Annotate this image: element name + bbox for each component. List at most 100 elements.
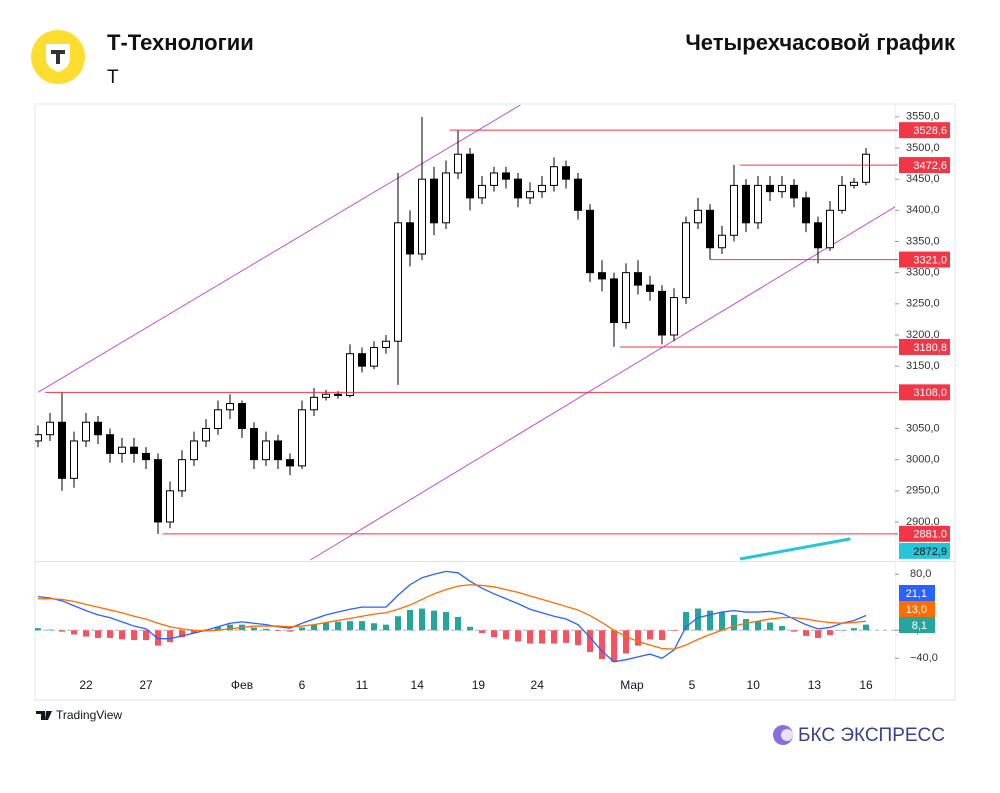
y-tick-label: 3200,0 [906,329,940,341]
chart-frame [34,103,956,701]
candle-body [214,409,222,429]
candle-body [802,197,810,224]
histogram-bar [95,630,101,638]
candle-body [526,191,534,199]
candle-body [370,346,378,367]
histogram-bar [527,630,533,644]
histogram-bar [455,616,461,631]
histogram-bar [635,630,641,646]
level-label: 3180,8 [913,342,947,354]
candle-body [382,340,390,348]
histogram-bar [227,624,233,631]
histogram-bar [419,608,425,631]
histogram-bar [383,624,389,631]
x-tick-label: 22 [79,678,93,692]
candle-body [310,396,318,411]
company: Т-Технологии [107,30,254,55]
candle-body [166,490,174,523]
histogram-bar [119,630,125,640]
histogram-bar [407,609,413,631]
value-label-box [899,601,935,617]
candle-body [838,184,846,211]
value-label-box [899,585,935,601]
histogram-bar [611,630,617,662]
y-tick-label: 3500,0 [906,142,940,154]
histogram-bar [323,622,329,631]
brand-icon [773,725,793,745]
histogram-bar [707,610,713,631]
level-label-box [899,384,950,401]
histogram-bar [851,628,857,631]
candle-body [442,172,450,224]
histogram-bar [359,621,365,631]
y-tick-label: 2950,0 [906,485,940,497]
brand: БКС ЭКСПРЕСС [798,725,945,746]
value-label: 8,1 [912,620,927,632]
histogram-bar [539,630,545,644]
candle-body [394,222,402,342]
x-tick-label: 11 [356,678,369,692]
trend-label-box [899,542,950,559]
candle-body [346,353,354,396]
histogram-bar [443,612,449,631]
histogram-bar [347,621,353,631]
candle-body [694,209,702,224]
candle-body [502,172,510,180]
histogram-bar [215,626,221,631]
histogram-bar [731,614,737,631]
histogram-bar [599,630,605,659]
candle-body [358,353,366,367]
value-label: 21,1 [906,588,927,600]
candle-body [70,440,78,479]
candle-body [142,452,150,461]
histogram-bar [263,628,269,631]
candle-body [610,278,618,324]
histogram-bar [35,628,41,631]
level-label: 3472,6 [913,160,947,172]
candle-body [226,403,234,411]
x-tick-label: 13 [808,678,822,692]
histogram-bar [647,630,653,640]
y-tick-label: −40,0 [910,652,938,664]
candle-body [790,184,798,199]
x-tick-label: 5 [689,678,696,692]
trend-line [739,537,851,561]
candle-body [250,427,258,461]
histogram-bar [779,626,785,631]
y-tick-label: 3350,0 [906,235,940,247]
candle-body [466,153,474,199]
y-tick-label: 3300,0 [906,267,940,279]
source: TradingView [56,708,122,722]
x-tick-label: Фев [231,678,253,692]
histogram-bar [179,630,185,638]
candle-body [622,272,630,324]
y-tick-label: 3150,0 [906,360,940,372]
channel-line [37,104,521,393]
x-tick-label: 27 [139,678,153,692]
y-tick-label: 3550,0 [906,111,940,123]
histogram-bar [191,630,197,634]
histogram-bar [503,630,509,640]
candle-body [682,222,690,299]
indicator-line [37,570,867,663]
candle-body [586,209,594,274]
candle-body [118,446,126,454]
histogram-bar [431,610,437,631]
histogram-bar [695,608,701,631]
candle-body [322,393,330,398]
histogram-bar [287,630,293,632]
level-label-box [899,122,950,139]
candle-body [814,222,822,249]
histogram-bar [827,630,833,636]
candle-body [670,297,678,336]
candle-body [262,440,270,461]
candle-body [490,172,498,186]
candle-body [634,272,642,286]
value-label-box [899,617,935,633]
y-tick-label: 3050,0 [906,422,940,434]
candle-body [766,184,774,193]
candle-body [298,409,306,467]
histogram-bar [83,630,89,637]
histogram-bar [743,619,749,631]
